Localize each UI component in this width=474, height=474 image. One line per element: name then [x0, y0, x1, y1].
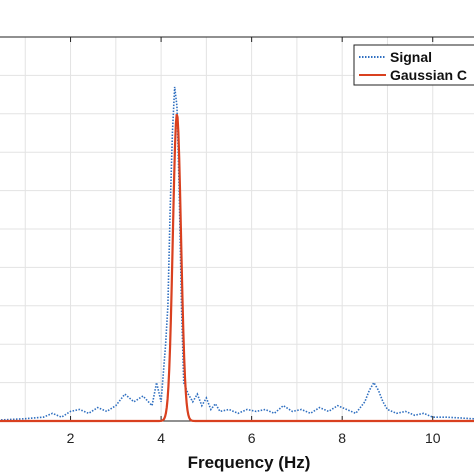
- x-tick-label: 10: [425, 430, 441, 446]
- legend: Signal Gaussian C: [353, 44, 474, 86]
- legend-label-signal: Signal: [390, 49, 432, 65]
- x-axis-label: Frequency (Hz): [188, 453, 311, 472]
- x-ticks: 2 4 6 8 10: [67, 37, 441, 446]
- series-signal-line: [0, 86, 474, 421]
- x-tick-label: 8: [338, 430, 346, 446]
- series-gaussian-line: [0, 113, 474, 423]
- legend-box: [353, 44, 474, 86]
- x-tick-label: 2: [67, 430, 75, 446]
- x-tick-label: 4: [157, 430, 165, 446]
- series-group: [0, 86, 474, 423]
- grid: [0, 37, 474, 421]
- legend-label-gaussian: Gaussian C: [390, 67, 467, 83]
- x-tick-label: 6: [248, 430, 256, 446]
